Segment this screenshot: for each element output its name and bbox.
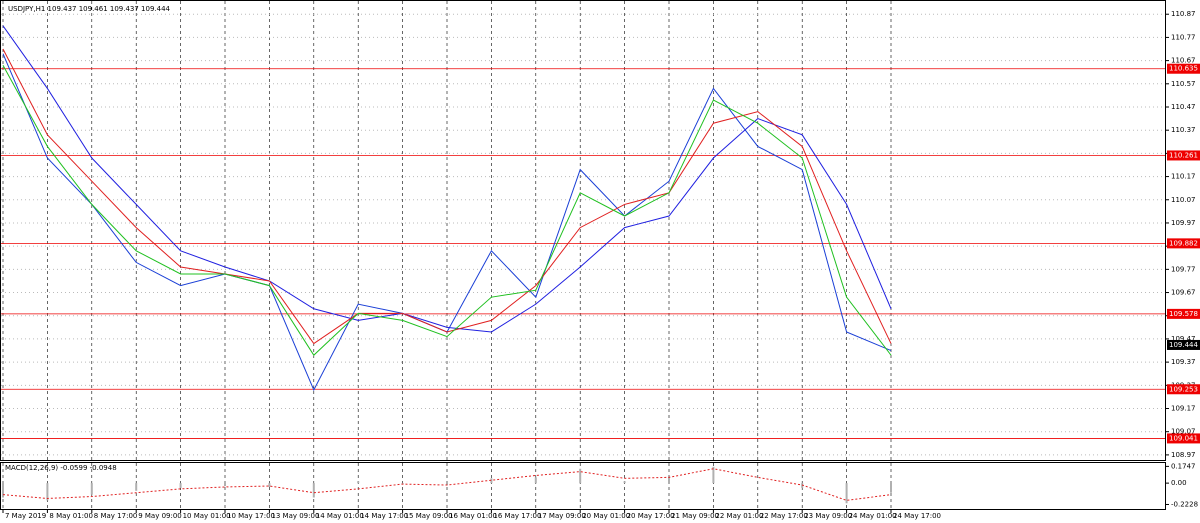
ma-line: [2, 25, 892, 333]
x-tick-label: 23 May 09:00: [804, 512, 852, 520]
level-label: 110.635: [1169, 65, 1198, 73]
macd-bar: [90, 483, 93, 495]
macd-y-tick-label: 0.1747: [1171, 462, 1196, 470]
x-tick-label: 22 May 01:00: [715, 512, 763, 520]
level-tag: [1167, 63, 1200, 74]
macd-bar: [312, 483, 315, 498]
last-price-label: 109.444: [1169, 341, 1198, 349]
y-tick-label: 109.17: [1171, 405, 1196, 413]
x-tick-label: 24 May 01:00: [849, 512, 897, 520]
macd-bar: [534, 477, 537, 484]
x-tick-label: 14 May 01:00: [316, 512, 364, 520]
y-tick-label: 110.87: [1171, 10, 1196, 18]
macd-bar: [46, 483, 49, 501]
x-tick-label: 17 May 09:00: [538, 512, 586, 520]
y-tick-label: 109.67: [1171, 289, 1196, 297]
x-tick-label: 10 May 01:00: [183, 512, 231, 520]
x-tick-label: 21 May 09:00: [671, 512, 719, 520]
macd-title: MACD(12,26,9) -0.0599 -0.0948: [5, 464, 117, 472]
macd-bar: [224, 483, 226, 486]
y-tick-label: 110.77: [1171, 33, 1196, 41]
x-tick-label: 8 May 01:00: [49, 512, 93, 520]
macd-bar: [579, 468, 582, 484]
signal-line: [2, 468, 892, 501]
x-tick-label: 7 May 2019: [5, 512, 46, 520]
level-tag: [1167, 238, 1200, 249]
y-tick-label: 109.37: [1171, 358, 1196, 366]
macd-bar: [668, 475, 670, 484]
x-tick-label: 22 May 17:00: [760, 512, 808, 520]
x-tick-label: 16 May 17:00: [493, 512, 541, 520]
y-tick-label: 110.57: [1171, 80, 1196, 88]
macd-bar: [490, 478, 493, 484]
level-tag: [1167, 433, 1200, 444]
y-tick-label: 110.67: [1171, 57, 1196, 65]
macd-bar: [2, 483, 4, 498]
y-tick-label: 110.07: [1171, 196, 1196, 204]
level-tag: [1167, 384, 1200, 395]
macd-bar: [357, 481, 360, 484]
last-price-tag: [1167, 339, 1200, 350]
level-label: 109.882: [1169, 239, 1198, 247]
x-tick-label: 20 May 01:00: [582, 512, 630, 520]
macd-bar: [446, 483, 448, 486]
macd-bar: [268, 483, 271, 487]
y-tick-label: 110.17: [1171, 173, 1196, 181]
level-label: 109.253: [1169, 385, 1198, 393]
y-tick-label: 109.97: [1171, 219, 1196, 227]
ma-line: [2, 65, 892, 356]
y-tick-label: 108.97: [1171, 451, 1196, 459]
x-tick-label: 10 May 17:00: [227, 512, 275, 520]
macd-bar: [845, 483, 848, 504]
macd-bar: [712, 466, 715, 484]
chart-title: USDJPY,H1 109.437 109.461 109.437 109.44…: [8, 5, 171, 13]
x-tick-label: 20 May 17:00: [627, 512, 675, 520]
y-tick-label: 110.37: [1171, 126, 1196, 134]
y-tick-label: 109.07: [1171, 428, 1196, 436]
level-label: 109.041: [1169, 434, 1198, 442]
macd-y-tick-label: -0.2228: [1171, 500, 1198, 508]
main-panel: [0, 0, 1166, 461]
level-tag: [1167, 150, 1200, 161]
x-tick-label: 8 May 17:00: [94, 512, 138, 520]
macd-y-tick-label: 0.00: [1171, 479, 1187, 487]
y-tick-label: 110.47: [1171, 103, 1196, 111]
x-tick-label: 9 May 09:00: [138, 512, 182, 520]
level-label: 109.578: [1169, 310, 1198, 318]
x-tick-label: 24 May 17:00: [893, 512, 941, 520]
y-tick-label: 109.47: [1171, 335, 1196, 343]
macd-panel: [0, 462, 1166, 510]
x-tick-label: 14 May 17:00: [360, 512, 408, 520]
x-tick-label: 13 May 09:00: [271, 512, 319, 520]
macd-bar: [179, 483, 182, 488]
x-tick-label: 15 May 09:00: [405, 512, 453, 520]
x-tick-label: 16 May 01:00: [449, 512, 497, 520]
y-tick-label: 109.77: [1171, 265, 1196, 273]
macd-bar: [135, 483, 138, 491]
macd-bar: [623, 481, 626, 484]
macd-bar: [890, 483, 892, 493]
level-tag: [1167, 308, 1200, 319]
level-label: 110.261: [1169, 151, 1198, 159]
